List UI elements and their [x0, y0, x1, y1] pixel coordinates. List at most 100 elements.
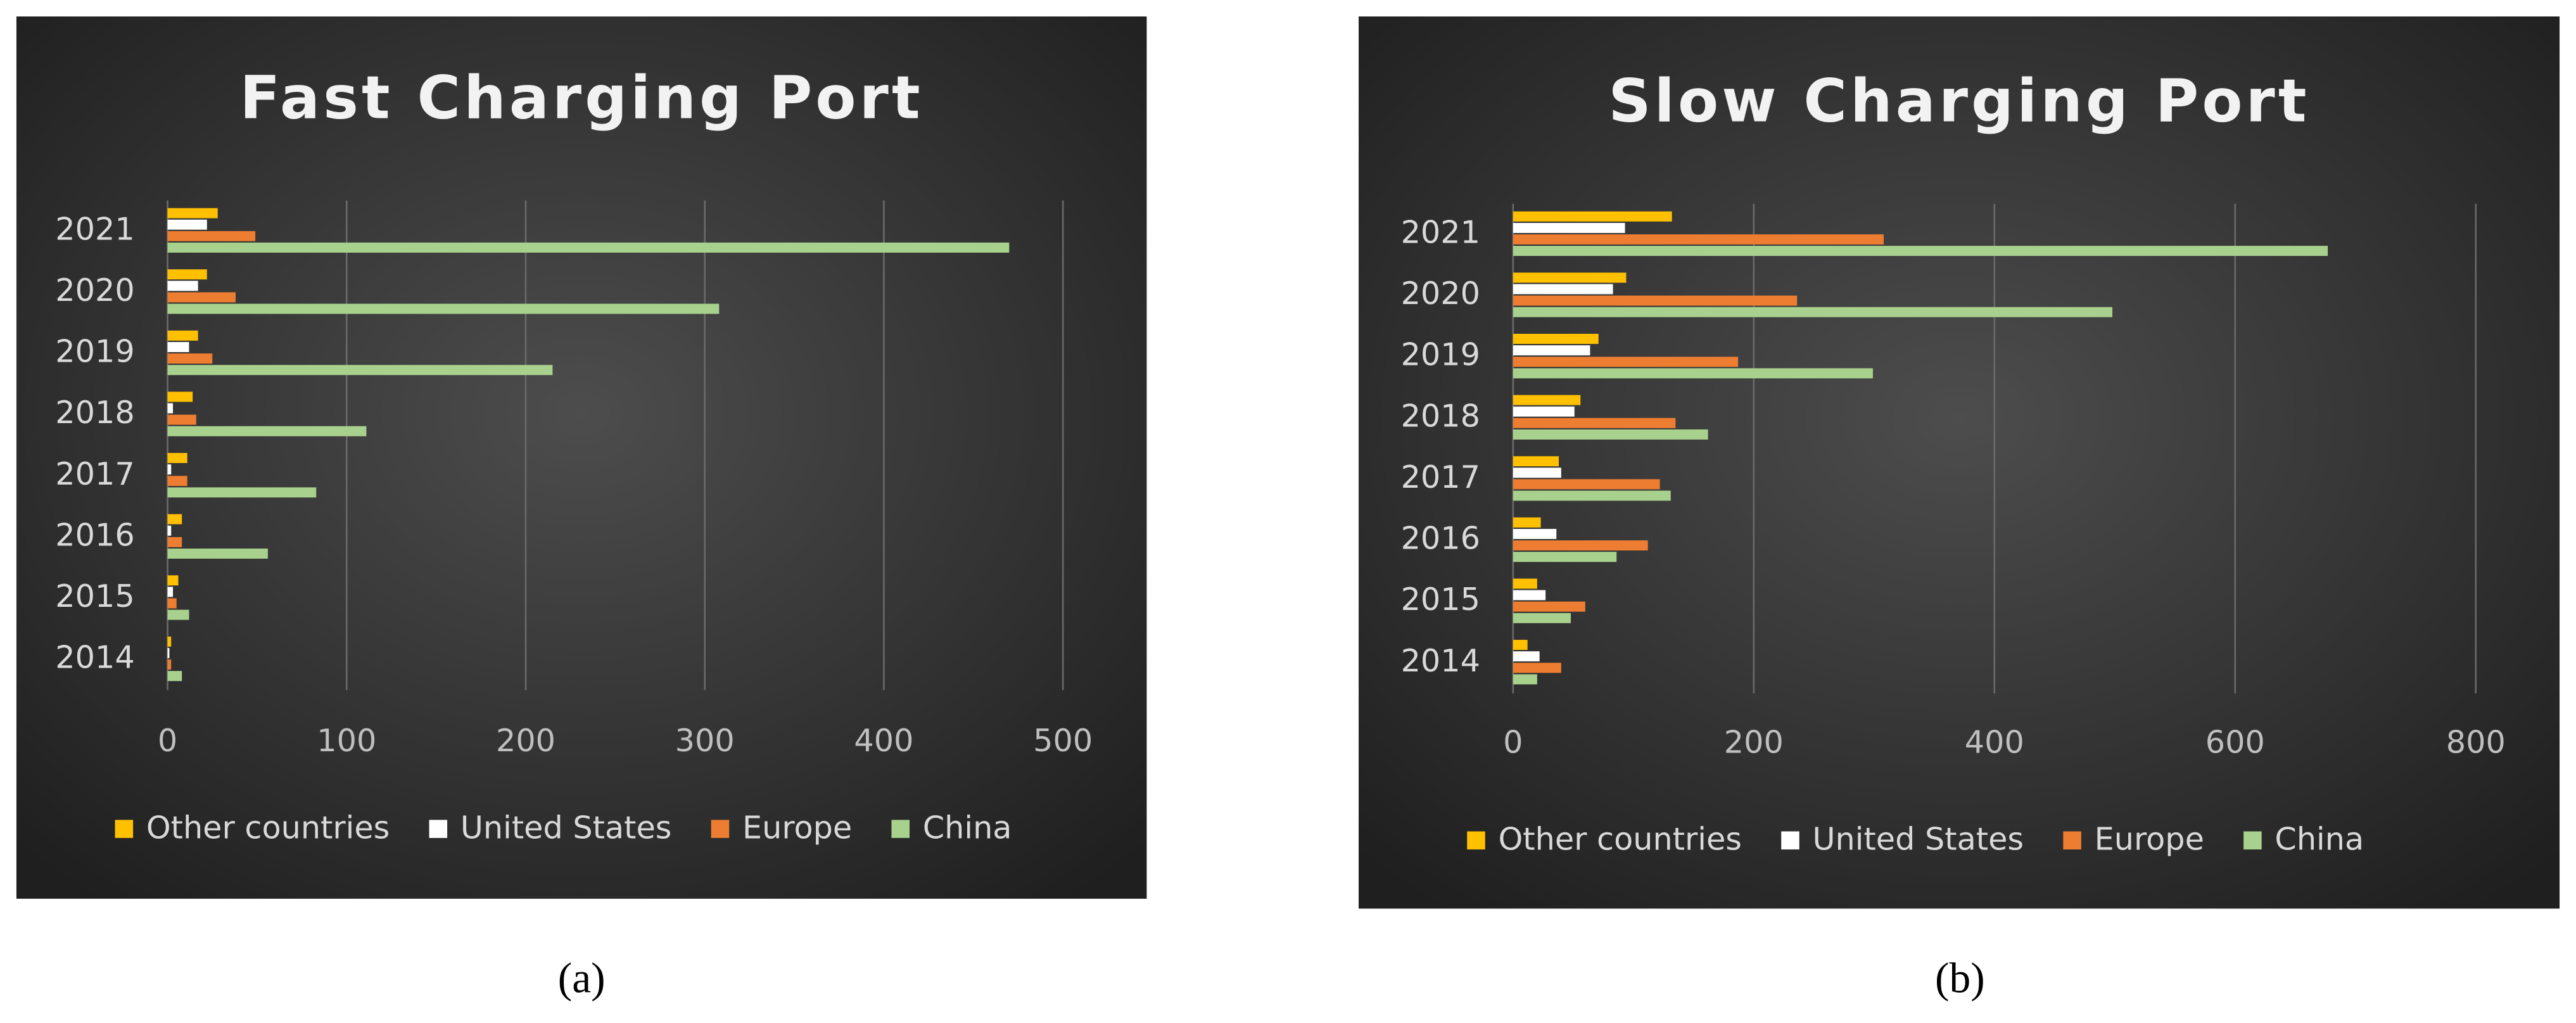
bar: [1513, 456, 1559, 467]
bar: [167, 609, 189, 620]
x-tick-label: 800: [2446, 724, 2506, 761]
bar: [1513, 651, 1540, 662]
bar: [1513, 272, 1627, 283]
bar: [167, 648, 170, 658]
x-tick-label: 0: [1503, 724, 1523, 761]
x-tick-label: 600: [2205, 724, 2265, 761]
bar: [1513, 246, 2328, 257]
chart-panel: [16, 16, 1147, 899]
bar: [1513, 222, 1625, 233]
bar: [167, 341, 189, 352]
bar: [167, 353, 213, 364]
chart-title: Fast Charging Port: [240, 63, 923, 132]
bar: [1513, 345, 1590, 356]
bar: [1513, 357, 1739, 367]
bar: [1513, 590, 1546, 600]
bar: [1513, 417, 1676, 428]
bar: [1513, 211, 1672, 222]
bar: [1513, 613, 1571, 623]
legend-label: Other countries: [1498, 821, 1741, 858]
legend-label: Europe: [742, 809, 852, 846]
legend-swatch: [115, 820, 134, 838]
legend-label: Europe: [2095, 821, 2204, 858]
bar: [167, 219, 207, 230]
x-tick-label: 400: [1965, 724, 2024, 761]
bar: [167, 487, 317, 498]
y-tick-label: 2016: [1401, 520, 1480, 557]
bar: [167, 403, 174, 414]
bar: [1513, 467, 1561, 478]
bar: [167, 636, 172, 647]
bar: [167, 269, 207, 280]
bar: [1513, 552, 1617, 562]
caption: (a): [558, 955, 606, 1002]
bar: [1513, 517, 1541, 528]
y-tick-label: 2018: [1401, 397, 1480, 434]
y-tick-label: 2017: [1401, 459, 1480, 495]
bar: [1513, 663, 1561, 673]
bar: [167, 671, 182, 682]
bar: [167, 453, 187, 463]
bar: [167, 514, 182, 524]
bar: [1513, 368, 1873, 379]
bar: [1513, 674, 1537, 685]
bar: [1513, 490, 1671, 501]
y-tick-label: 2021: [1401, 213, 1480, 250]
y-tick-label: 2020: [1401, 275, 1480, 312]
legend-swatch: [1781, 831, 1799, 850]
legend-label: Other countries: [146, 809, 390, 846]
legend-label: United States: [460, 809, 672, 846]
legend-label: China: [923, 809, 1012, 846]
x-tick-label: 0: [158, 722, 177, 759]
y-tick-label: 2014: [55, 639, 134, 676]
bar: [1513, 601, 1585, 612]
y-tick-label: 2014: [1401, 642, 1480, 679]
bar: [167, 231, 256, 241]
caption: (b): [1935, 955, 1985, 1002]
legend-swatch: [429, 820, 448, 838]
bar: [1513, 640, 1528, 651]
bar: [1513, 578, 1537, 589]
bar: [167, 464, 172, 475]
bar: [167, 303, 720, 314]
bar: [167, 587, 174, 597]
y-tick-label: 2016: [55, 516, 134, 553]
bar: [1513, 429, 1708, 440]
x-tick-label: 200: [496, 722, 555, 759]
bar: [167, 281, 198, 291]
legend-swatch: [1467, 831, 1485, 850]
y-tick-label: 2021: [55, 210, 134, 247]
y-tick-label: 2019: [1401, 336, 1480, 373]
chart-title: Slow Charging Port: [1608, 67, 2309, 136]
bar: [1513, 284, 1613, 295]
x-tick-label: 100: [317, 722, 376, 759]
bar: [167, 549, 268, 559]
y-tick-label: 2018: [55, 394, 134, 431]
y-tick-label: 2015: [55, 578, 134, 614]
x-tick-label: 400: [854, 722, 913, 759]
bar: [1513, 307, 2113, 317]
bar: [1513, 540, 1648, 551]
y-tick-label: 2020: [55, 272, 134, 308]
y-tick-label: 2017: [55, 455, 134, 492]
legend-label: China: [2275, 821, 2364, 858]
bar: [1513, 395, 1581, 405]
bar: [1513, 479, 1660, 490]
bar: [167, 575, 179, 586]
bar: [167, 426, 367, 436]
bar: [167, 525, 172, 536]
bar: [1513, 406, 1575, 417]
bar: [167, 537, 182, 547]
bar: [167, 476, 187, 486]
bar: [167, 242, 1010, 253]
bar: [1513, 295, 1798, 306]
bar: [167, 330, 198, 341]
bar: [167, 208, 218, 219]
bar: [167, 391, 193, 402]
legend-label: United States: [1813, 821, 2024, 858]
bar: [167, 414, 196, 425]
legend-swatch: [2243, 831, 2262, 850]
bar: [167, 365, 553, 376]
bar: [167, 659, 172, 670]
